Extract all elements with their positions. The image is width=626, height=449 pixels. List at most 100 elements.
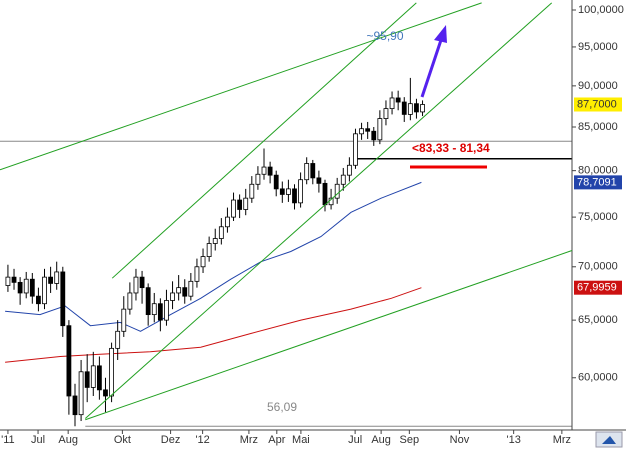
candle-body	[389, 97, 395, 110]
y-tick-label: 80,0000	[578, 165, 618, 177]
candle-body	[310, 163, 316, 179]
candle-body	[170, 292, 175, 301]
price-badge	[574, 97, 622, 112]
candle-body	[261, 166, 267, 175]
y-tick-label: 85,0000	[578, 121, 618, 133]
candle-body	[96, 365, 102, 391]
moving-average	[5, 181, 422, 332]
candle-body	[60, 271, 66, 327]
candle-body	[48, 276, 54, 284]
candle-body	[383, 108, 389, 119]
candle-body	[66, 325, 72, 397]
candle-body	[340, 174, 346, 185]
annotation: 56,09	[267, 400, 297, 414]
candle-body	[78, 371, 84, 416]
candle-body	[145, 287, 151, 316]
candle-body	[267, 166, 273, 176]
candle-body	[359, 128, 364, 135]
x-tick-label: Mrz	[553, 434, 571, 446]
candle-body	[231, 199, 236, 218]
candle-body	[188, 280, 194, 297]
trendline	[85, 250, 573, 421]
value-badge	[574, 175, 622, 190]
value-badge-label: 67,9959	[577, 282, 617, 294]
trendline	[0, 2, 482, 171]
plot-area	[0, 77, 572, 427]
candle-body	[279, 188, 285, 195]
candle-body	[17, 281, 23, 294]
x-tick-label: '11	[1, 434, 15, 446]
candle-body	[420, 104, 425, 113]
candle-body	[84, 371, 90, 388]
candle-body	[54, 271, 60, 284]
x-tick-label: Apr	[268, 434, 285, 446]
candle-body	[182, 287, 188, 297]
candle-body	[407, 103, 413, 115]
candle-body	[42, 276, 47, 305]
candle-body	[121, 308, 127, 332]
trend-arrow	[420, 25, 447, 98]
candle-body	[133, 276, 139, 294]
x-tick-label: Jul	[348, 434, 362, 446]
candle-body	[304, 163, 310, 181]
y-tick-label: 95,0000	[578, 41, 618, 53]
y-tick-label: 70,0000	[578, 261, 618, 273]
candle-body	[157, 303, 163, 321]
annotation: <83,33 - 81,34	[412, 141, 490, 155]
value-badge-label: 78,7091	[577, 176, 617, 188]
candle-body	[127, 292, 133, 310]
candle-body	[72, 395, 78, 416]
candle-body	[225, 216, 230, 228]
x-tick-label: Sep	[400, 434, 420, 446]
candle-body	[212, 238, 218, 244]
x-tick-label: '12	[195, 434, 209, 446]
candle-body	[237, 199, 243, 210]
candle-body	[164, 300, 169, 321]
candle-body	[371, 130, 377, 141]
y-tick-label: 65,0000	[578, 314, 618, 326]
candle-body	[255, 173, 261, 185]
x-tick-label: '13	[506, 434, 520, 446]
candle-body	[322, 182, 328, 206]
candle-body	[395, 97, 401, 103]
candle-body	[103, 389, 108, 397]
candle-body	[206, 243, 212, 257]
candle-body	[273, 174, 279, 190]
x-tick-label: Jul	[31, 434, 45, 446]
candle-body	[115, 330, 121, 349]
candle-body	[365, 128, 371, 132]
candle-body	[292, 188, 297, 204]
candle-body	[139, 276, 145, 289]
candle-body	[243, 197, 249, 210]
y-tick-label: 100,0000	[578, 4, 624, 16]
candle-body	[377, 118, 383, 141]
x-tick-label: Okt	[114, 434, 131, 446]
candle-body	[176, 287, 182, 294]
candle-body	[414, 103, 419, 113]
moving-average	[5, 287, 422, 363]
x-tick-label: Aug	[58, 434, 78, 446]
price-badge-label: 87,7000	[577, 98, 617, 110]
candle-body	[353, 133, 358, 166]
value-badge	[574, 280, 622, 295]
candle-body	[200, 256, 206, 268]
candle-body	[249, 183, 255, 199]
candle-body	[109, 347, 114, 397]
y-tick-label: 75,0000	[578, 211, 618, 223]
x-tick-label: Aug	[371, 434, 391, 446]
candle-body	[286, 188, 291, 195]
y-tick-label: 90,0000	[578, 80, 618, 92]
annotation: ~95,90	[366, 29, 403, 43]
candle-body	[346, 164, 352, 176]
x-tick-label: Dez	[161, 434, 181, 446]
candle-body	[401, 101, 407, 115]
x-tick-label: Nov	[450, 434, 470, 446]
trendline	[111, 2, 417, 279]
scroll-icon[interactable]	[595, 431, 623, 448]
candle-body	[151, 303, 157, 316]
candle-body	[316, 177, 322, 184]
candle-body	[36, 295, 41, 305]
candle-body	[218, 226, 224, 239]
x-tick-label: Mrz	[240, 434, 258, 446]
